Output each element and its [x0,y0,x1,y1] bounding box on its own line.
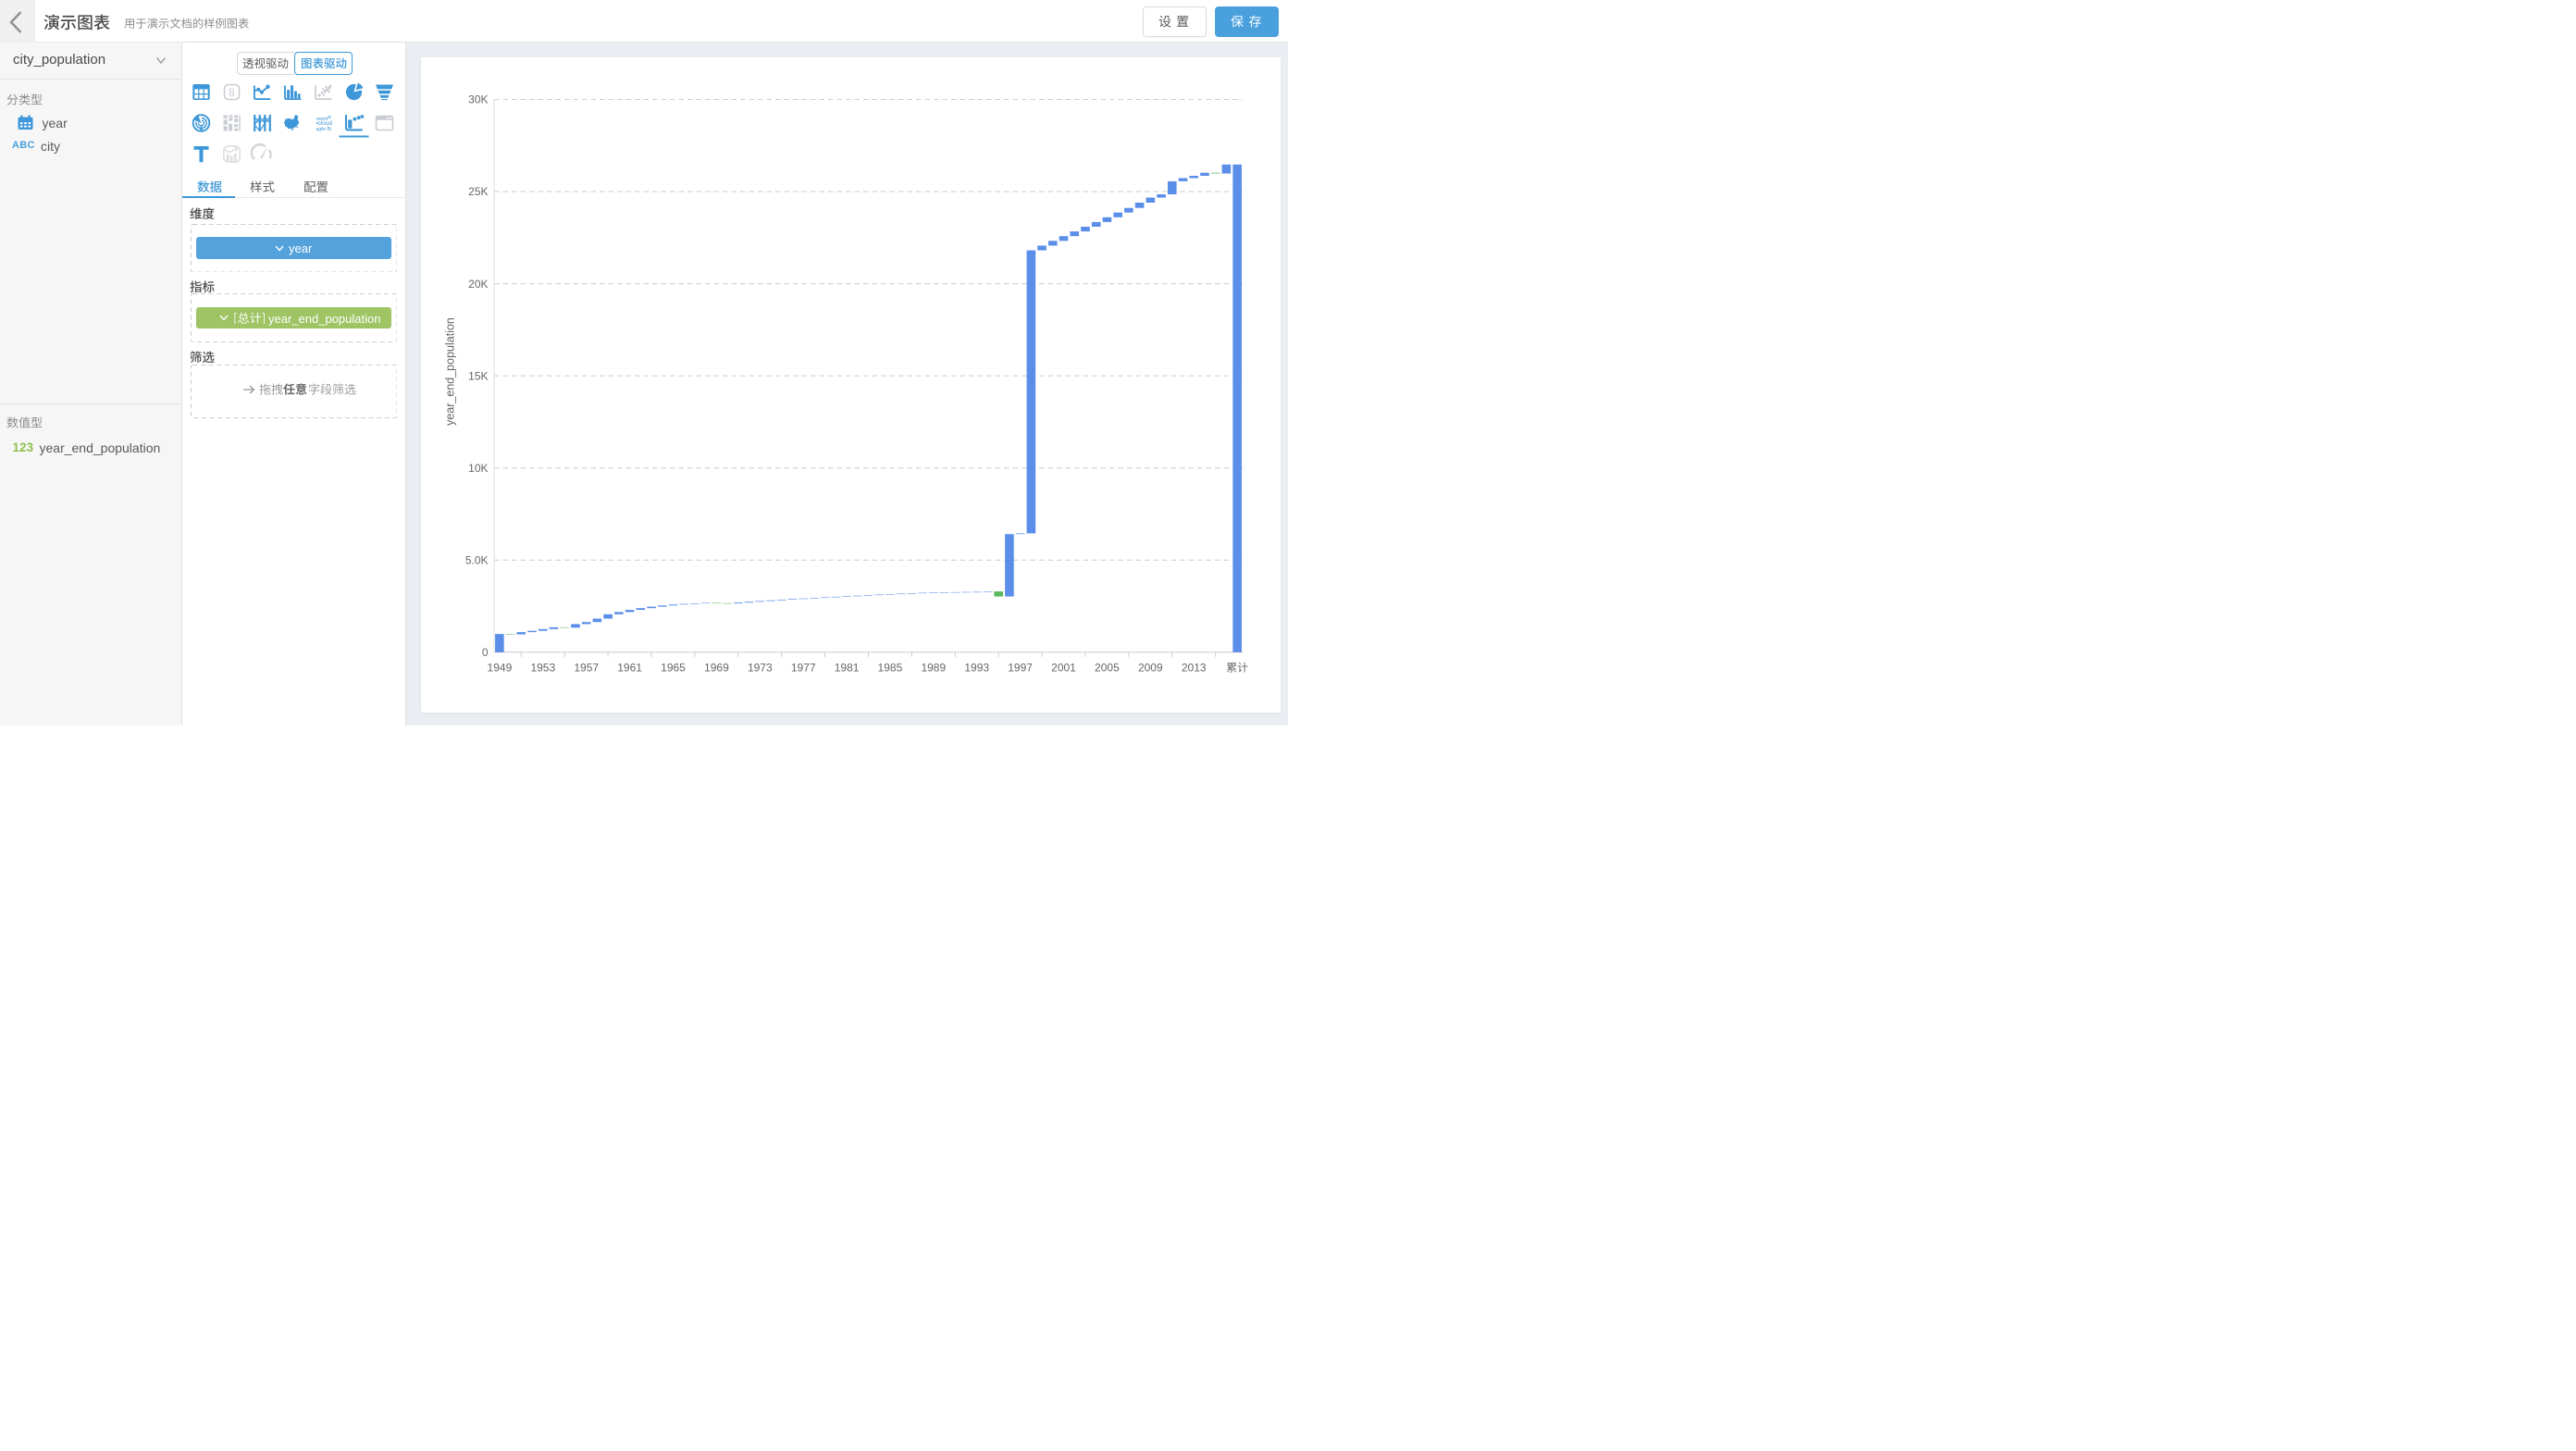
svg-text:8: 8 [229,86,235,99]
svg-text:25K: 25K [468,185,488,198]
svg-text:15K: 15K [468,369,488,382]
svg-text:1957: 1957 [574,661,599,674]
svg-text:1961: 1961 [617,661,642,674]
svg-text:2005: 2005 [1095,661,1120,674]
svg-text:cloud: cloud [317,120,332,127]
svg-text:1985: 1985 [877,661,902,674]
svg-text:1977: 1977 [790,661,815,674]
svg-text:word: word [316,117,328,122]
svg-text:2013: 2013 [1181,661,1206,674]
svg-text:1969: 1969 [704,661,729,674]
svg-text:0: 0 [481,646,488,659]
svg-text:1949: 1949 [487,661,512,674]
svg-text:1981: 1981 [834,661,859,674]
svg-text:1989: 1989 [921,661,946,674]
svg-text:20K: 20K [468,277,488,290]
svg-text:1993: 1993 [964,661,989,674]
svg-text:30K: 30K [468,93,488,105]
svg-text:year_end_population: year_end_population [443,317,456,426]
svg-text:2001: 2001 [1051,661,1076,674]
svg-text:agile Bi: agile Bi [316,127,330,132]
svg-text:5.0K: 5.0K [464,553,488,566]
svg-text:2009: 2009 [1137,661,1162,674]
svg-text:1965: 1965 [661,661,686,674]
svg-text:1997: 1997 [1008,661,1033,674]
svg-text:10K: 10K [468,461,488,474]
svg-text:1973: 1973 [747,661,772,674]
svg-text:1953: 1953 [530,661,555,674]
